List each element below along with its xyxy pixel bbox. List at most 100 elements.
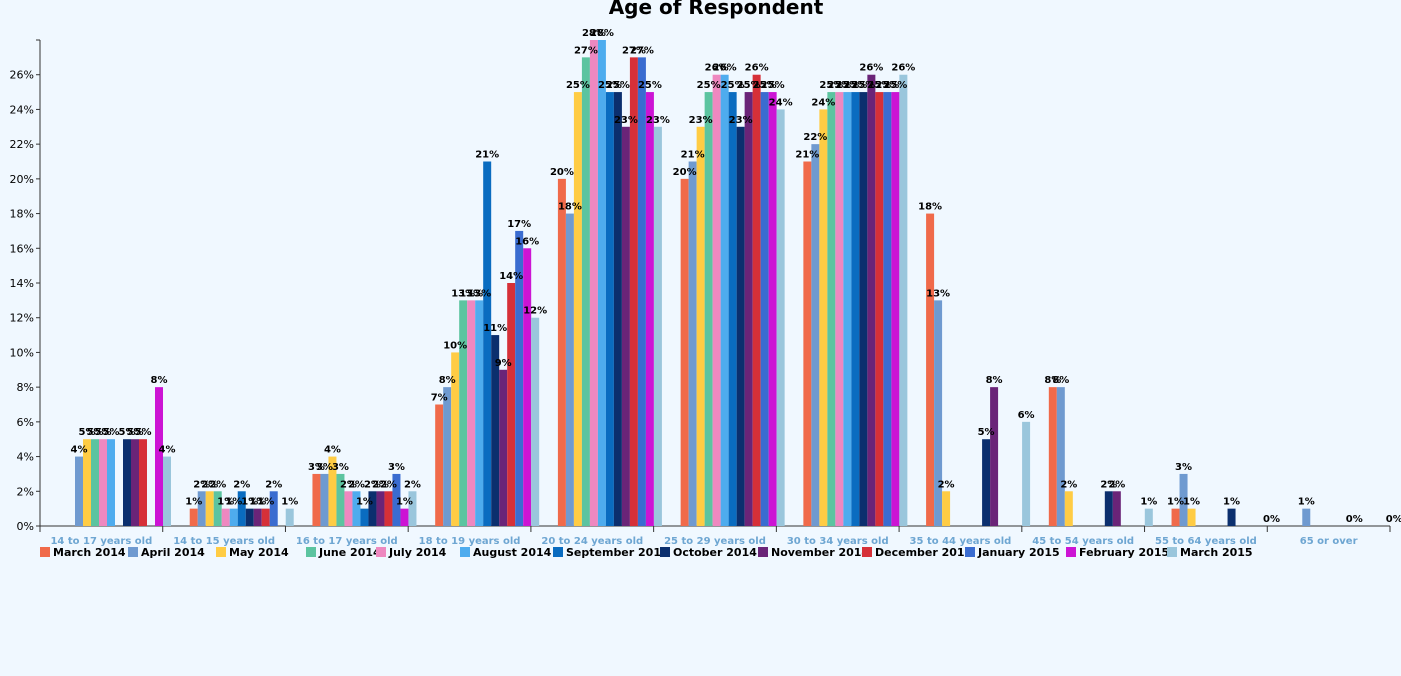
- bar: [1112, 491, 1121, 526]
- legend-label: May 2014: [229, 546, 289, 559]
- bar: [515, 230, 524, 526]
- data-label: 24%: [811, 97, 835, 108]
- bar: [435, 404, 444, 526]
- x-tick-label: 65 or over: [1300, 536, 1358, 547]
- data-label: 13%: [467, 288, 491, 299]
- bar: [926, 213, 935, 527]
- x-tick-label: 55 to 64 years old: [1155, 536, 1257, 547]
- data-label: 25%: [819, 80, 843, 91]
- y-tick-label: 26%: [10, 69, 34, 82]
- data-label: 26%: [705, 63, 729, 74]
- bar: [875, 92, 884, 527]
- y-tick-label: 20%: [10, 173, 34, 186]
- y-tick-label: 8%: [17, 381, 34, 394]
- y-tick-label: 0%: [17, 520, 34, 533]
- bar: [1056, 387, 1065, 526]
- data-label: 2%: [209, 479, 226, 490]
- data-label: 23%: [729, 115, 753, 126]
- data-label: 25%: [566, 80, 590, 91]
- data-label: 25%: [843, 80, 867, 91]
- bar: [163, 456, 171, 526]
- data-label: 1%: [281, 497, 298, 508]
- bar: [155, 387, 163, 526]
- bar: [744, 92, 753, 527]
- data-label: 0%: [1263, 514, 1280, 525]
- bar: [1064, 491, 1073, 526]
- data-label: 1%: [249, 497, 266, 508]
- data-label: 5%: [103, 427, 120, 438]
- bar: [891, 92, 900, 527]
- bar: [597, 40, 606, 526]
- chart-title: Age of Respondent: [609, 0, 824, 19]
- legend-label: March 2014: [53, 546, 126, 559]
- data-label: 25%: [721, 80, 745, 91]
- data-label: 5%: [95, 427, 112, 438]
- data-label: 25%: [606, 80, 630, 91]
- data-label: 0%: [1346, 514, 1363, 525]
- data-label: 3%: [388, 462, 405, 473]
- data-label: 25%: [761, 80, 785, 91]
- data-label: 2%: [193, 479, 210, 490]
- legend-swatch: [862, 547, 872, 557]
- bar: [75, 456, 83, 526]
- bar: [1187, 508, 1196, 526]
- bar: [1144, 508, 1153, 526]
- legend-swatch: [660, 547, 670, 557]
- bar: [605, 92, 614, 527]
- bar: [376, 491, 385, 526]
- data-label: 25%: [883, 80, 907, 91]
- bar: [704, 92, 713, 527]
- data-label: 2%: [348, 479, 365, 490]
- bar: [629, 57, 638, 526]
- data-label: 12%: [523, 306, 547, 317]
- bar: [653, 126, 662, 527]
- data-label: 26%: [745, 63, 769, 74]
- data-label: 2%: [201, 479, 218, 490]
- y-tick-label: 24%: [10, 103, 34, 116]
- bar: [696, 126, 705, 527]
- legend-swatch: [460, 547, 470, 557]
- y-tick-label: 12%: [10, 312, 34, 325]
- data-label: 21%: [795, 150, 819, 161]
- bar: [760, 92, 769, 527]
- x-tick-label: 45 to 54 years old: [1032, 536, 1134, 547]
- data-label: 21%: [681, 150, 705, 161]
- data-label: 25%: [851, 80, 875, 91]
- data-label: 8%: [439, 375, 456, 386]
- data-label: 20%: [673, 167, 697, 178]
- data-labels: 1% 3% 7% 20% 20% 21% 18% 8% 1% 4% 2% 3% 8% 18% 21% 22% 1…: [71, 28, 1401, 525]
- x-tick-label: 18 to 19 years old: [419, 536, 521, 547]
- bar: [400, 508, 409, 526]
- bar: [645, 92, 654, 527]
- bar: [1171, 508, 1180, 526]
- data-label: 1%: [225, 497, 242, 508]
- data-label: 11%: [483, 323, 507, 334]
- data-label: 2%: [938, 479, 955, 490]
- data-label: 8%: [986, 375, 1003, 386]
- data-label: 13%: [926, 288, 950, 299]
- legend-label: December 2014: [875, 546, 973, 559]
- y-tick-label: 16%: [10, 242, 34, 255]
- bar: [982, 439, 991, 526]
- data-label: 9%: [495, 358, 512, 369]
- data-label: 13%: [451, 288, 475, 299]
- bar: [867, 74, 876, 526]
- bar: [835, 92, 844, 527]
- bar: [613, 92, 622, 527]
- legend-label: September 2014: [566, 546, 669, 559]
- bar: [499, 369, 508, 526]
- data-label: 8%: [1044, 375, 1061, 386]
- data-label: 1%: [217, 497, 234, 508]
- bar: [221, 508, 230, 526]
- y-tick-label: 6%: [17, 416, 34, 429]
- data-label: 5%: [978, 427, 995, 438]
- bar: [285, 508, 294, 526]
- data-label: 5%: [79, 427, 96, 438]
- bar: [360, 508, 369, 526]
- bar: [229, 508, 238, 526]
- data-label: 2%: [265, 479, 282, 490]
- data-label: 25%: [753, 80, 777, 91]
- legend-swatch: [216, 547, 226, 557]
- bar: [1104, 491, 1113, 526]
- data-label: 25%: [867, 80, 891, 91]
